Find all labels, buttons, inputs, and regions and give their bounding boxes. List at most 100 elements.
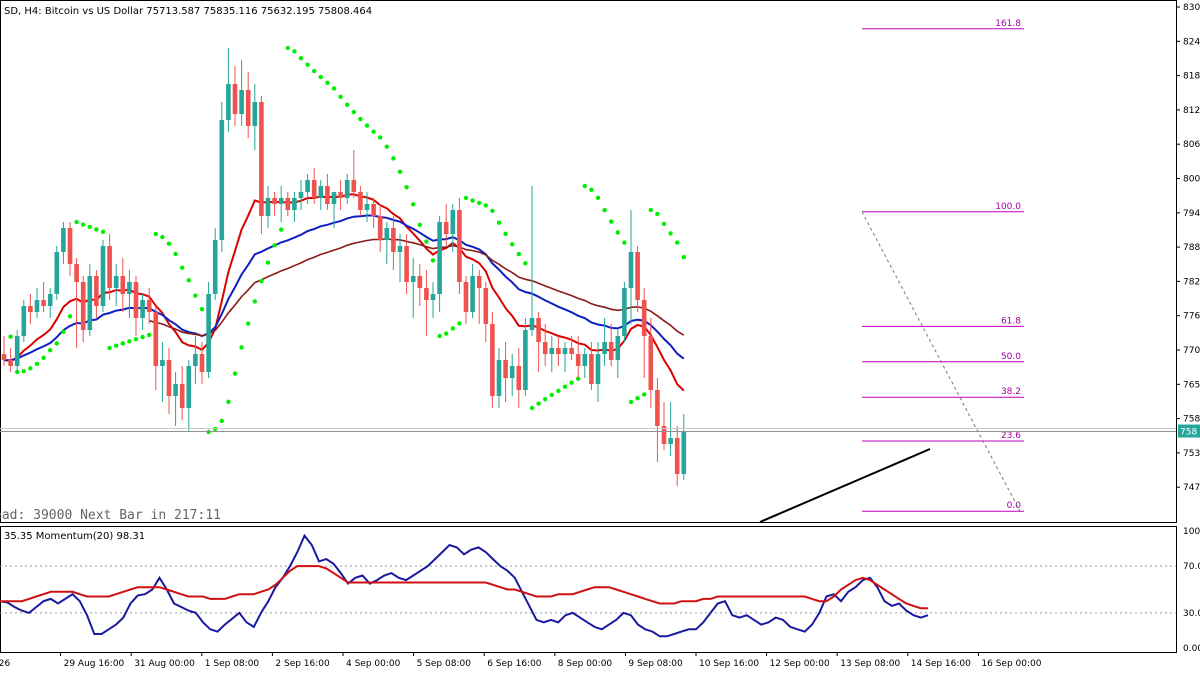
candle-body <box>285 198 291 210</box>
candle-body <box>509 366 515 378</box>
moving-averages <box>3 193 931 523</box>
time-tick-label: 29 Aug 16:00 <box>64 659 125 669</box>
sar-dot <box>516 251 521 257</box>
sar-dot <box>338 94 343 100</box>
candle-body <box>681 432 687 474</box>
sar-dot <box>463 195 469 201</box>
current-price-label: 758 <box>1180 428 1197 438</box>
candle-body <box>463 282 469 312</box>
momentum-tick-label: 30.0 <box>1183 609 1200 619</box>
price-tick-label: 794 <box>1183 209 1200 219</box>
sar-dot <box>589 187 594 193</box>
candle-body <box>496 360 502 396</box>
candle-body <box>503 360 508 378</box>
candle-body <box>311 180 317 198</box>
momentum-indicator: 100 70.0 30.0 0.00 <box>0 527 1200 654</box>
sar-dot <box>457 321 462 326</box>
sar-dot <box>364 123 370 128</box>
sar-dot <box>219 418 224 424</box>
sar-dot <box>279 227 284 232</box>
candle-body <box>622 288 627 336</box>
price-tick-label: 818 <box>1183 72 1200 82</box>
candle-body <box>417 276 423 288</box>
sar-dot <box>371 129 376 134</box>
candle-body <box>186 366 192 408</box>
time-tick-label: 12 Sep 00:00 <box>770 659 830 669</box>
sar-dot <box>54 341 59 346</box>
candle-body <box>160 360 165 366</box>
sar-dot <box>430 258 436 263</box>
momentum-series-line <box>0 565 928 610</box>
sar-dot <box>496 220 502 225</box>
spread-timer-label: ead: 39000 Next Bar in 217:11 <box>0 508 221 523</box>
momentum-tick-label: 0.00 <box>1183 644 1200 654</box>
sar-dot <box>411 202 416 207</box>
sar-dot <box>114 343 119 348</box>
candle-body <box>305 180 310 192</box>
candle-body <box>582 354 588 366</box>
sar-dot <box>61 329 66 334</box>
sar-dot <box>345 102 350 107</box>
sar-dot <box>48 348 53 353</box>
sar-dot <box>378 135 383 140</box>
ma-slow-line <box>148 238 685 337</box>
time-tick-label: 8 Sep 00:00 <box>558 659 613 669</box>
sar-dot <box>325 80 330 86</box>
price-axis: 830 824 818 812 806 800 794 788 782 776 770 765 758 7… <box>0 3 1200 493</box>
time-tick-label: 16 Sep 00:00 <box>981 659 1041 669</box>
candle-body <box>179 384 185 408</box>
sar-dot <box>166 241 172 246</box>
price-tick-label: 758 <box>1183 415 1200 425</box>
time-tick-label: 4 Sep 00:00 <box>346 659 401 669</box>
candle-body <box>41 300 46 306</box>
sar-dot <box>265 260 271 265</box>
candle-body <box>648 336 654 390</box>
sar-dot <box>602 207 607 213</box>
sar-dot <box>549 392 554 398</box>
sar-dot <box>609 219 614 224</box>
candle-body <box>265 198 271 216</box>
candle-body <box>602 342 607 354</box>
sar-dot <box>147 332 152 338</box>
sar-dot <box>562 384 568 389</box>
candle-body <box>523 330 528 390</box>
fib-anchor-line <box>861 211 1021 512</box>
sar-dot <box>8 334 13 339</box>
time-tick-label: 5 Sep 08:00 <box>417 659 472 669</box>
candle-body <box>351 180 357 192</box>
sar-dot <box>437 333 442 339</box>
fib-level-label: 23.6 <box>1001 431 1021 441</box>
candle-body <box>127 282 132 294</box>
sar-dot <box>81 222 86 227</box>
candle-body <box>635 252 640 300</box>
time-tick-label: 2 Sep 16:00 <box>275 659 330 669</box>
candle-body <box>232 84 238 114</box>
fibonacci-levels[interactable]: 161.8 100.0 61.8 50.0 38.2 23.6 0.0 <box>861 19 1024 512</box>
candle-body <box>199 354 205 372</box>
candle-body <box>457 210 462 282</box>
sar-dot <box>543 397 548 402</box>
sar-dot <box>285 45 290 51</box>
time-tick-label: 13 Sep 08:00 <box>840 659 900 669</box>
candle-body <box>674 438 680 474</box>
time-tick-label: 6 Sep 16:00 <box>487 659 542 669</box>
candle-body <box>358 192 363 210</box>
sar-dot <box>450 326 455 331</box>
sar-dot <box>107 345 112 351</box>
candle-body <box>21 306 27 336</box>
time-tick-label: 31 Aug 00:00 <box>134 659 195 669</box>
price-tick-label: 753 <box>1183 449 1200 459</box>
candle-body <box>542 342 548 354</box>
candle-body <box>146 300 152 312</box>
sar-dot <box>239 345 244 350</box>
candle-body <box>292 198 297 210</box>
candle-body <box>173 384 178 396</box>
candle-body <box>278 198 284 204</box>
sar-dot <box>675 240 680 245</box>
sar-dot <box>312 68 317 74</box>
sar-dot <box>292 49 297 54</box>
candle-body <box>437 222 442 294</box>
candle-body <box>608 342 614 360</box>
candle-body <box>397 246 403 252</box>
